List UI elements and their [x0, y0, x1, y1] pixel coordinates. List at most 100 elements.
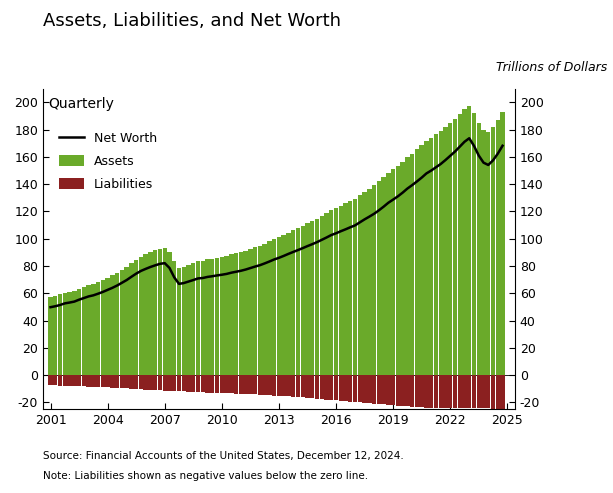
Bar [495, 375, 500, 409]
Bar [120, 375, 124, 388]
Bar [105, 375, 110, 387]
Bar [181, 375, 186, 391]
Bar [276, 375, 281, 396]
Bar [91, 375, 96, 387]
Bar [48, 297, 53, 375]
Bar [153, 250, 158, 375]
Bar [267, 242, 272, 375]
Bar [77, 375, 82, 387]
Bar [196, 375, 200, 392]
Bar [58, 375, 63, 386]
Bar [148, 252, 153, 375]
Bar [257, 375, 262, 395]
Bar [424, 141, 428, 375]
Bar [319, 216, 324, 375]
Bar [105, 278, 110, 375]
Bar [110, 375, 115, 387]
Bar [148, 375, 153, 390]
Bar [472, 375, 476, 408]
Bar [177, 268, 181, 375]
Bar [167, 252, 172, 375]
Bar [357, 195, 362, 375]
Bar [191, 263, 196, 375]
Bar [229, 375, 234, 393]
Bar [400, 162, 405, 375]
Bar [448, 123, 452, 375]
Bar [305, 223, 310, 375]
Bar [129, 375, 134, 389]
Bar [219, 375, 224, 393]
Bar [410, 375, 414, 407]
Bar [96, 282, 101, 375]
Bar [82, 287, 86, 375]
Bar [224, 375, 229, 393]
Bar [186, 265, 191, 375]
Bar [295, 228, 300, 375]
Bar [172, 261, 177, 375]
Bar [115, 273, 120, 375]
Bar [91, 283, 96, 375]
Bar [453, 375, 457, 408]
Bar [72, 375, 77, 386]
Bar [101, 280, 105, 375]
Bar [491, 375, 495, 409]
Bar [139, 375, 143, 389]
Bar [82, 375, 86, 387]
Bar [343, 375, 348, 401]
Bar [357, 375, 362, 402]
Bar [200, 375, 205, 392]
Bar [400, 375, 405, 406]
Bar [243, 251, 248, 375]
Bar [281, 235, 286, 375]
Bar [53, 296, 58, 375]
Bar [453, 119, 457, 375]
Bar [415, 149, 419, 375]
Bar [419, 145, 424, 375]
Bar [58, 294, 63, 375]
Text: Quarterly: Quarterly [48, 97, 115, 111]
Bar [172, 375, 177, 391]
Bar [367, 188, 371, 375]
Bar [238, 252, 243, 375]
Bar [215, 257, 219, 375]
Bar [86, 285, 91, 375]
Bar [181, 267, 186, 375]
Bar [324, 213, 329, 375]
Bar [319, 375, 324, 399]
Bar [200, 261, 205, 375]
Bar [315, 375, 319, 399]
Bar [491, 127, 495, 375]
Bar [124, 267, 129, 375]
Bar [448, 375, 452, 408]
Bar [443, 375, 447, 408]
Bar [376, 375, 381, 404]
Bar [167, 375, 172, 391]
Bar [129, 263, 134, 375]
Bar [462, 109, 466, 375]
Bar [120, 270, 124, 375]
Bar [291, 230, 295, 375]
Bar [348, 201, 352, 375]
Bar [219, 257, 224, 375]
Bar [224, 256, 229, 375]
Bar [429, 375, 433, 408]
Bar [305, 375, 310, 398]
Bar [476, 375, 481, 408]
Bar [262, 375, 267, 395]
Bar [177, 375, 181, 391]
Bar [67, 292, 72, 375]
Bar [481, 130, 485, 375]
Bar [353, 375, 357, 402]
Bar [257, 246, 262, 375]
Bar [343, 203, 348, 375]
Text: Note: Liabilities shown as negative values below the zero line.: Note: Liabilities shown as negative valu… [43, 471, 368, 481]
Bar [362, 375, 367, 403]
Bar [205, 259, 210, 375]
Bar [315, 218, 319, 375]
Bar [405, 375, 409, 406]
Text: Source: Financial Accounts of the United States, December 12, 2024.: Source: Financial Accounts of the United… [43, 451, 403, 461]
Bar [267, 375, 272, 395]
Bar [134, 260, 139, 375]
Bar [272, 375, 276, 395]
Bar [276, 237, 281, 375]
